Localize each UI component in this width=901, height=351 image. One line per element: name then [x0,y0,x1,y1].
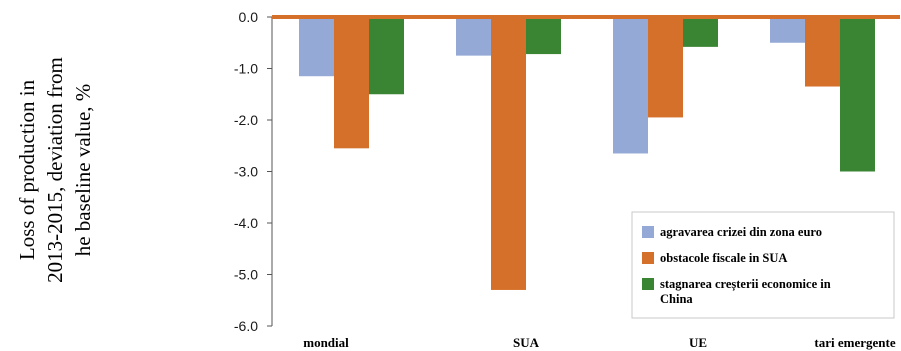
legend: agravarea crizei din zona euro obstacole … [631,211,895,319]
legend-label: agravarea crizei din zona euro [660,225,822,239]
bar [526,17,561,55]
legend-label: stagnarea creșterii economice in [660,277,831,292]
x-axis-categories: mondial SUA UE tari emergente [303,335,896,350]
x-category-label: SUA [513,335,540,350]
y-tick-label: 0.0 [239,9,259,25]
x-category-label: UE [689,335,707,350]
y-axis-ticks: 0.0 -1.0 -2.0 -3.0 -4.0 -5.0 -6.0 [234,9,272,334]
y-axis-label-line: 2013-2015, deviation from [43,57,67,283]
bar [334,17,369,149]
bar [805,17,840,87]
y-tick-label: -4.0 [234,215,258,231]
legend-swatch [642,278,654,290]
x-category-label: mondial [303,335,349,350]
y-tick-label: -3.0 [234,164,258,180]
bar [648,17,683,118]
y-tick-label: -5.0 [234,267,258,283]
legend-label: China [660,292,693,306]
bar [369,17,404,95]
legend-swatch [642,252,654,264]
y-tick-label: -6.0 [234,318,258,334]
bar [613,17,648,154]
bar [299,17,334,77]
bars [299,17,875,290]
bar [456,17,491,56]
y-tick-label: -1.0 [234,61,258,77]
bar [770,17,805,43]
bar [840,17,875,172]
y-axis-label-line: Loss of production in [15,79,39,260]
y-axis-label-line: he baseline value, % [71,84,95,257]
legend-label: obstacole fiscale in SUA [660,251,787,265]
legend-swatch [642,226,654,238]
legend-box [631,211,895,319]
y-tick-label: -2.0 [234,112,258,128]
bar [491,17,526,290]
x-category-label: tari emergente [814,335,895,350]
bar [683,17,718,47]
y-axis-label: Loss of production in 2013-2015, deviatio… [15,57,95,283]
